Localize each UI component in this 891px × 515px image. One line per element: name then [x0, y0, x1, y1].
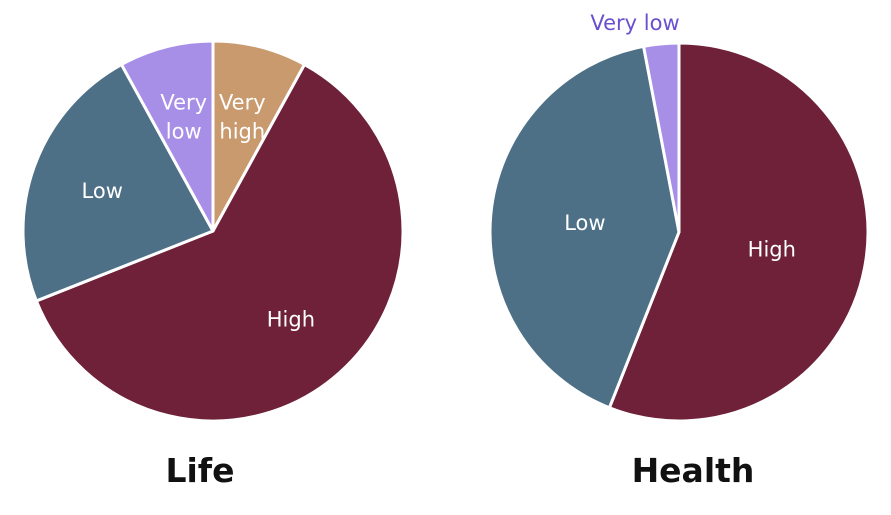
health-slice-low — [488, 44, 681, 410]
health-slice-very-low — [642, 41, 681, 234]
life-label-high: High — [267, 307, 315, 331]
health-label-low: Low — [564, 211, 605, 235]
health-label-high: High — [748, 238, 796, 262]
health-slice-high — [607, 41, 870, 423]
life-label-very-low: Very low — [160, 90, 207, 143]
health-chart-title: Health — [632, 451, 755, 490]
life-slice-very-low — [119, 39, 215, 233]
life-label-very-high: Very high — [219, 90, 266, 143]
life-label-low: Low — [82, 179, 123, 203]
life-slice-very-high — [211, 39, 307, 233]
health-pie-chart: High Low Very low — [488, 11, 870, 423]
life-chart-title: Life — [165, 451, 234, 490]
life-pie-chart: Very high High Low Very low — [21, 39, 405, 423]
life-slice-high — [34, 63, 405, 423]
life-slice-low — [21, 63, 215, 303]
health-label-very-low: Very low — [590, 11, 679, 35]
